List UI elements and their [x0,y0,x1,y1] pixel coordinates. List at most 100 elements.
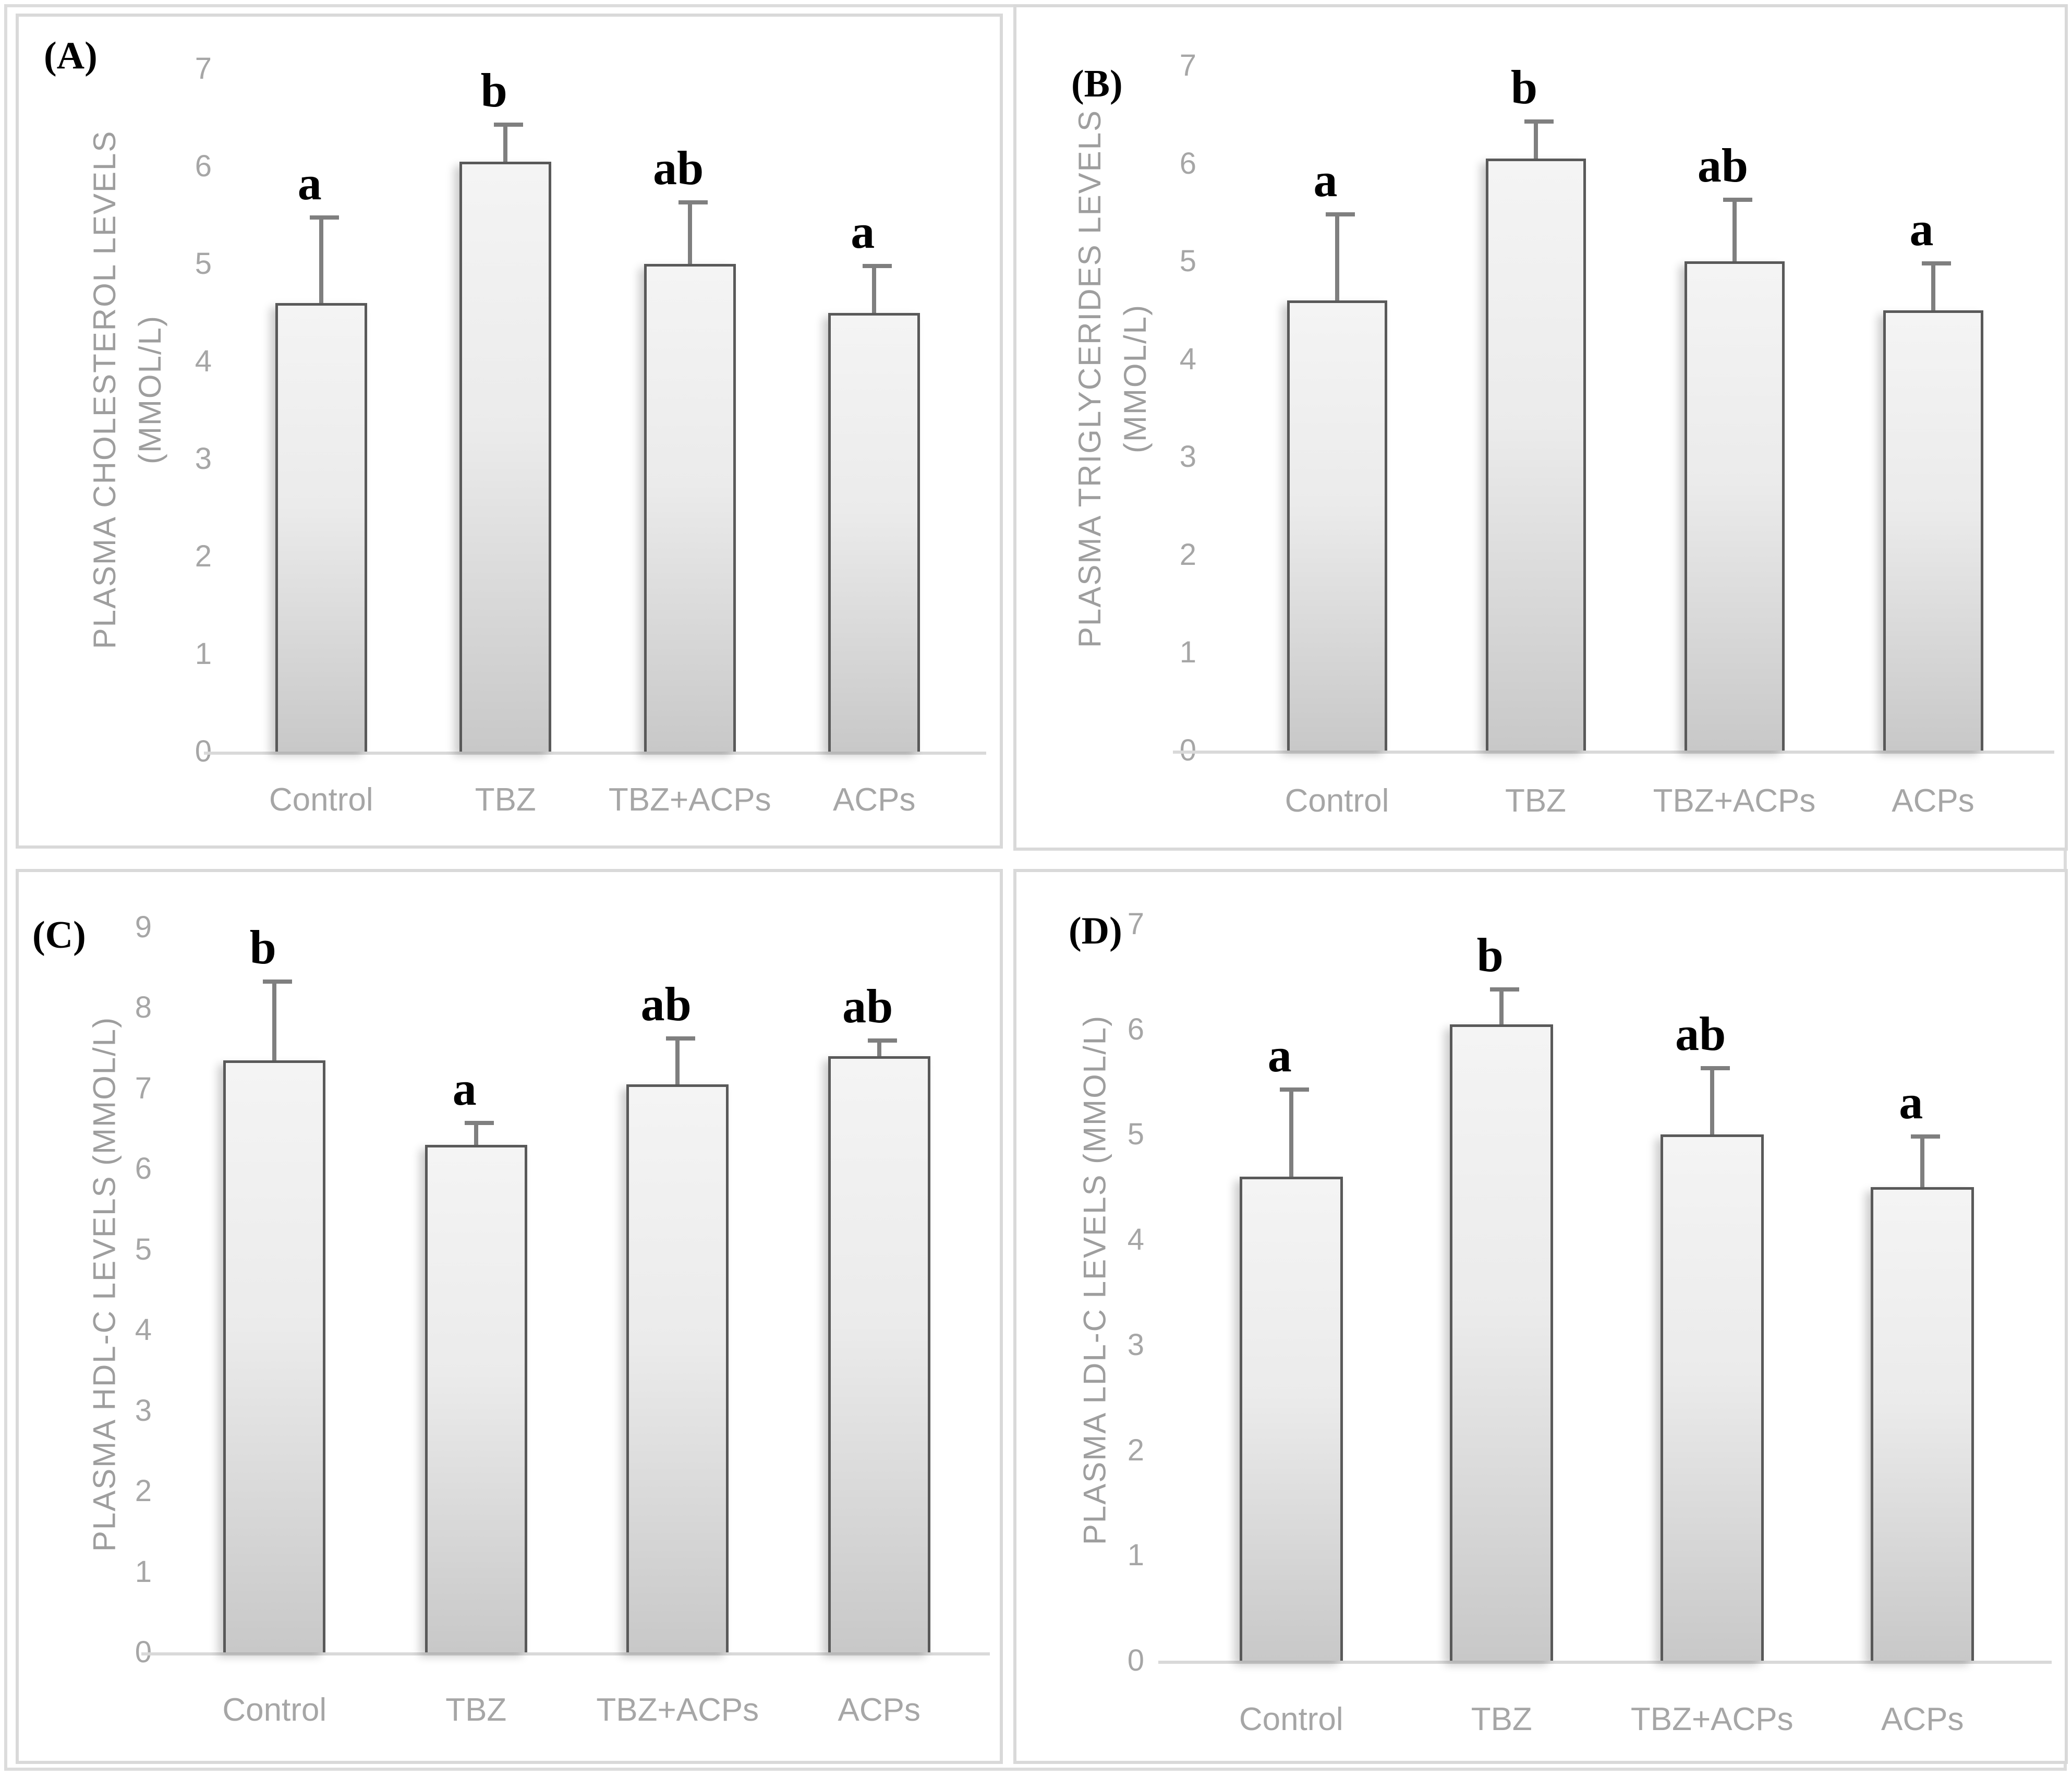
bar-tbz-acps [1684,261,1785,751]
y-tick-label: 8 [135,990,152,1025]
category-label: Control [1239,1701,1343,1737]
sig-letter: b [480,63,507,117]
panel-letter-label: (C) [32,914,86,957]
x-axis-line [204,752,986,755]
error-bar [872,264,877,313]
y-tick-label: 6 [195,149,212,183]
error-bar [1289,1087,1293,1177]
bar-acps [828,1056,930,1652]
sig-letter: a [1267,1028,1292,1082]
y-tick-label: 1 [135,1554,152,1589]
error-bar [1533,119,1538,159]
category-label: ACPs [1892,783,1974,819]
y-tick-label: 1 [1127,1538,1144,1573]
y-tick-label: 6 [1127,1012,1144,1046]
sig-letter: b [1510,61,1538,114]
bar-acps [1883,310,1983,751]
category-label: TBZ [1471,1701,1532,1737]
bar-acps [828,312,920,752]
error-bar [1732,198,1737,262]
category-label: ACPs [1881,1701,1964,1737]
sig-letter: a [1313,153,1338,207]
bar-tbz-acps [644,264,736,752]
sig-letter: a [851,205,875,258]
bar-tbz [425,1145,527,1652]
y-axis-title-line: PLASMA LDL-C LEVELS (MMOL/L) [1077,1014,1112,1545]
y-tick-label: 4 [195,344,212,378]
category-label: TBZ+ACPs [1630,1701,1794,1737]
panel-b-triglycerides: (B)PLASMA TRIGLYCERIDES LEVELS(MMOL/L)01… [1013,4,2068,851]
y-tick-label: 6 [1179,146,1196,180]
y-tick-label: 2 [1179,537,1196,572]
y-tick-label: 7 [135,1071,152,1105]
sig-letter: ab [653,141,704,195]
sig-letter: a [297,156,322,210]
bar-control [275,303,367,752]
error-bar [1335,212,1339,301]
x-axis-line [1173,751,2054,754]
error-bar [1931,261,1935,310]
panel-a-cholesterol: (A) PLASMA CHOLESTEROL LEVELS (MMOL/L) 0 1 2 3… [16,14,1003,849]
category-label: TBZ+ACPs [608,782,771,818]
error-bar-cap [867,1038,897,1043]
error-bar-cap [1279,1087,1309,1092]
bar-tbz [1485,159,1586,751]
category-label: Control [269,782,373,818]
y-axis-title: PLASMA LDL-C LEVELS (MMOL/L) [1072,1015,1118,1545]
bar-tbz-acps [1660,1134,1764,1661]
bar-tbz-acps [626,1084,729,1652]
y-tick-label: 2 [1127,1433,1144,1467]
bar-acps [1871,1187,1974,1661]
error-bar [503,122,508,162]
x-axis-line [141,1652,990,1655]
sig-letter: a [1909,202,1934,256]
y-tick-label: 5 [135,1232,152,1266]
category-label: TBZ+ACPs [1653,783,1816,819]
error-bar [319,215,323,303]
y-tick-label: 3 [135,1393,152,1428]
bar-control [1239,1177,1343,1661]
error-bar-cap [1723,198,1752,202]
sig-letter: ab [640,977,692,1031]
y-tick-label: 2 [195,539,212,573]
y-tick-label: 3 [195,442,212,476]
panel-c-hdl: (C)PLASMA HDL-C LEVELS (MMOL/L)012345678… [16,869,1003,1764]
y-tick-label: 1 [1179,635,1196,670]
sig-letter: a [1899,1075,1923,1129]
error-bar-cap [1490,987,1520,992]
sig-letter: b [249,921,276,974]
error-bar [675,1036,680,1085]
error-bar-cap [1524,119,1554,124]
panel-letter-label: (A) [44,34,98,77]
category-label: TBZ [445,1692,507,1728]
error-bar-cap [863,264,892,268]
y-tick-label: 4 [1179,342,1196,376]
error-bar-cap [1911,1134,1941,1139]
y-tick-label: 9 [135,910,152,944]
error-bar-cap [678,200,708,205]
y-tick-label: 3 [1179,440,1196,474]
error-bar-cap [494,122,524,127]
bar-control [1287,300,1387,751]
y-tick-label: 5 [1179,244,1196,279]
sig-letter: a [452,1061,477,1115]
bar-tbz [1450,1024,1554,1661]
error-bar [272,980,277,1060]
y-tick-label: 7 [1127,907,1144,941]
y-tick-label: 5 [195,247,212,281]
y-tick-label: 6 [135,1152,152,1186]
panel-letter-label: (D) [1069,910,1122,952]
y-tick-label: 7 [1179,49,1196,82]
y-tick-label: 7 [195,52,212,86]
error-bar-cap [309,215,339,220]
panel-d-ldl: (D) PLASMA LDL-C LEVELS (MMOL/L) 0 1 2 3 4 5 6 7 a… [1013,869,2068,1764]
y-tick-label: 2 [135,1474,152,1508]
category-label: TBZ [475,782,536,818]
bar-tbz [459,161,552,752]
error-bar [1499,987,1504,1024]
sig-letter: ab [842,980,893,1033]
error-bar [687,200,692,264]
y-tick-label: 0 [79,1637,152,1667]
panel-letter-label: (B) [1071,63,1123,105]
